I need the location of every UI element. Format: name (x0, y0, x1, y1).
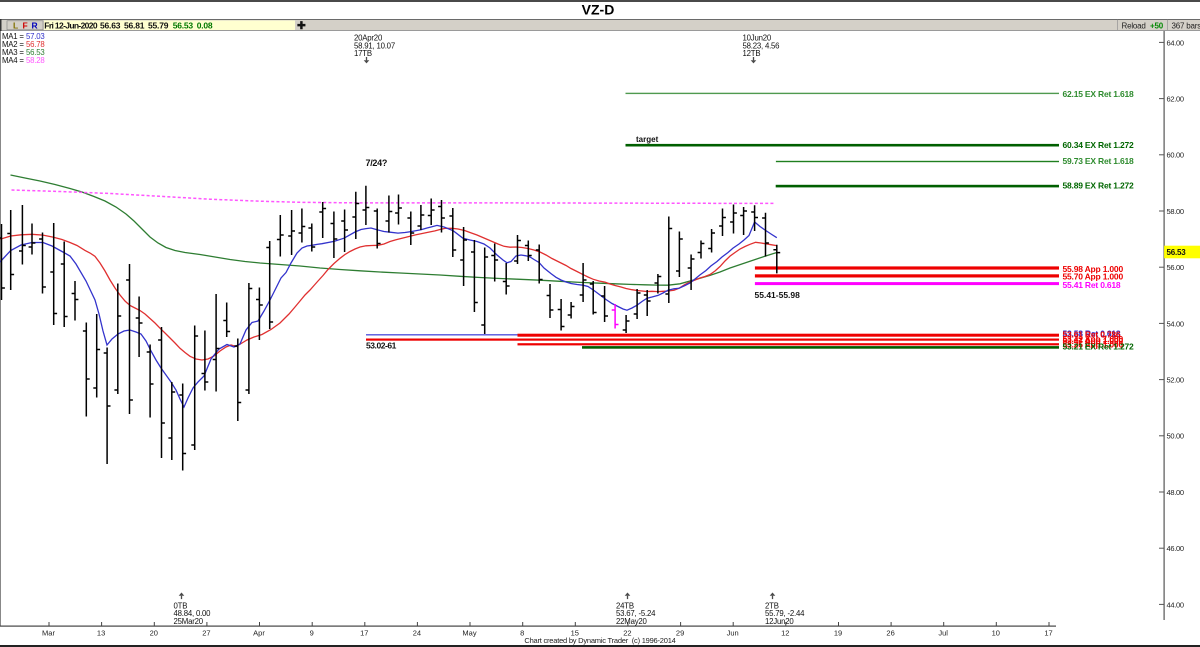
svg-text:48.00: 48.00 (1167, 488, 1184, 497)
svg-text:59.73 EX Ret 1.618: 59.73 EX Ret 1.618 (1063, 156, 1135, 166)
svg-text:55.79: 55.79 (148, 20, 169, 30)
svg-text:54.00: 54.00 (1167, 319, 1184, 328)
svg-text:25Mar20: 25Mar20 (174, 617, 204, 626)
svg-text:56.63: 56.63 (100, 20, 121, 30)
svg-text:+50: +50 (1150, 21, 1164, 30)
svg-text:26: 26 (886, 629, 894, 638)
svg-text:56.78: 56.78 (26, 40, 45, 49)
svg-text:Jun: Jun (727, 629, 739, 638)
svg-text:8: 8 (520, 629, 524, 638)
svg-text:17TB: 17TB (354, 49, 372, 58)
svg-text:17: 17 (360, 629, 368, 638)
svg-text:0.08: 0.08 (197, 20, 213, 30)
svg-text:Jul: Jul (938, 629, 948, 638)
svg-text:7/24?: 7/24? (366, 158, 388, 168)
svg-text:27: 27 (202, 629, 210, 638)
svg-text:MA3 =: MA3 = (2, 48, 24, 57)
svg-text:20Apr20: 20Apr20 (354, 34, 383, 43)
svg-text:53.58 Ret 0.618: 53.58 Ret 0.618 (1063, 328, 1121, 338)
svg-text:24: 24 (413, 629, 421, 638)
svg-text:53.47 App 1.000: 53.47 App 1.000 (1063, 336, 1124, 346)
svg-text:58.28: 58.28 (26, 56, 45, 65)
svg-text:53.67, -5.24: 53.67, -5.24 (616, 609, 656, 618)
svg-text:R: R (32, 21, 38, 31)
svg-text:29: 29 (676, 629, 684, 638)
svg-text:17: 17 (1044, 629, 1052, 638)
svg-text:58.23, 4.56: 58.23, 4.56 (743, 41, 780, 50)
svg-text:52.00: 52.00 (1167, 376, 1184, 385)
svg-text:19: 19 (834, 629, 842, 638)
svg-text:20: 20 (150, 629, 158, 638)
svg-text:F: F (23, 21, 28, 31)
svg-text:Reload: Reload (1122, 21, 1146, 30)
svg-text:24TB: 24TB (616, 602, 634, 611)
svg-text:Apr: Apr (253, 629, 265, 638)
svg-text:64.00: 64.00 (1167, 38, 1184, 47)
svg-text:15: 15 (571, 629, 579, 638)
svg-text:55.79, -2.44: 55.79, -2.44 (765, 609, 805, 618)
svg-text:56.81: 56.81 (124, 20, 145, 30)
svg-text:57.03: 57.03 (26, 32, 45, 41)
svg-text:Fri 12-Jun-2020: Fri 12-Jun-2020 (44, 20, 98, 30)
svg-text:62.15 EX Ret 1.618: 62.15 EX Ret 1.618 (1063, 89, 1135, 99)
svg-text:VZ-D: VZ-D (582, 2, 615, 18)
svg-text:53.26 App 1.000: 53.26 App 1.000 (1063, 339, 1124, 349)
svg-text:56.53: 56.53 (1167, 248, 1187, 257)
svg-text:56.00: 56.00 (1167, 263, 1184, 272)
svg-text:55.41 Ret 0.618: 55.41 Ret 0.618 (1063, 280, 1121, 290)
svg-text:56.53: 56.53 (173, 20, 194, 30)
svg-text:13: 13 (97, 629, 105, 638)
svg-text:2TB: 2TB (765, 602, 779, 611)
svg-text:MA4 =: MA4 = (2, 56, 24, 65)
svg-text:56.53: 56.53 (26, 48, 45, 57)
svg-text:10: 10 (992, 629, 1000, 638)
svg-text:L: L (13, 21, 18, 31)
svg-text:22: 22 (623, 629, 631, 638)
svg-text:53.02-61: 53.02-61 (366, 340, 397, 350)
svg-text:55.41-55.98: 55.41-55.98 (755, 290, 801, 300)
svg-text:62.00: 62.00 (1167, 95, 1184, 104)
svg-text:12: 12 (781, 629, 789, 638)
svg-text:22May20: 22May20 (616, 617, 648, 626)
svg-text:target: target (636, 135, 659, 144)
svg-text:MA1 =: MA1 = (2, 32, 24, 41)
svg-text:May: May (462, 629, 476, 638)
svg-text:58.00: 58.00 (1167, 207, 1184, 216)
svg-text:12TB: 12TB (743, 49, 761, 58)
svg-text:Chart created by Dynamic Trade: Chart created by Dynamic Trader (c) 1996… (524, 636, 675, 645)
svg-text:0TB: 0TB (174, 602, 188, 611)
svg-text:MA2 =: MA2 = (2, 40, 24, 49)
svg-text:60.34 EX Ret 1.272: 60.34 EX Ret 1.272 (1063, 140, 1135, 150)
svg-text:10Jun20: 10Jun20 (743, 34, 772, 43)
svg-text:Mar: Mar (42, 629, 55, 638)
svg-text:46.00: 46.00 (1167, 544, 1184, 553)
svg-text:44.00: 44.00 (1167, 600, 1184, 609)
svg-text:50.00: 50.00 (1167, 432, 1184, 441)
svg-text:58.91, 10.07: 58.91, 10.07 (354, 41, 395, 50)
svg-text:367 bars: 367 bars (1172, 21, 1200, 30)
svg-text:12Jun20: 12Jun20 (765, 617, 794, 626)
svg-text:60.00: 60.00 (1167, 151, 1184, 160)
svg-text:53.42 App 1.000: 53.42 App 1.000 (1063, 334, 1124, 344)
svg-text:48.84, 0.00: 48.84, 0.00 (174, 609, 212, 618)
svg-text:✚: ✚ (297, 20, 306, 32)
svg-text:55.70 App 1.000: 55.70 App 1.000 (1063, 272, 1124, 282)
svg-text:53.21 EX Ret 1.272: 53.21 EX Ret 1.272 (1063, 342, 1135, 352)
svg-text:53.61 Ret 0.786: 53.61 Ret 0.786 (1063, 330, 1121, 340)
svg-text:55.98 App 1.000: 55.98 App 1.000 (1063, 264, 1124, 274)
svg-text:58.89 EX Ret 1.272: 58.89 EX Ret 1.272 (1063, 181, 1135, 191)
svg-text:9: 9 (310, 629, 314, 638)
